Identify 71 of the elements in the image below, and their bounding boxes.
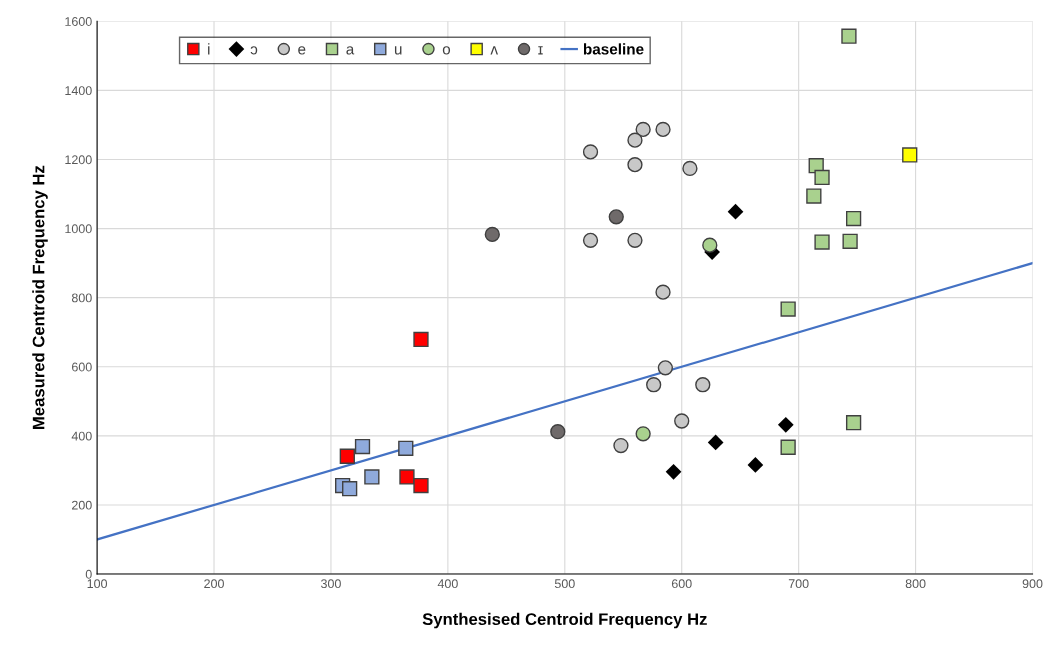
point [655, 284, 671, 300]
point [814, 169, 830, 186]
y-tick-label: 600 [72, 362, 92, 372]
x-tick-label: 800 [905, 579, 926, 589]
point [627, 132, 643, 148]
point [627, 232, 643, 248]
x-tick-label: 500 [554, 579, 575, 589]
point [806, 188, 822, 204]
point [845, 415, 862, 431]
point [842, 233, 858, 249]
point [727, 203, 744, 220]
point [707, 434, 724, 451]
point [608, 209, 624, 225]
point [364, 469, 380, 485]
point [354, 438, 371, 455]
x-tick-label: 600 [671, 579, 692, 589]
legend-label: o [442, 46, 451, 55]
point [646, 377, 662, 393]
y-tick-label: 200 [72, 500, 92, 510]
point [777, 416, 794, 433]
point [613, 437, 629, 454]
point [582, 232, 599, 248]
legend-label: i [208, 43, 210, 55]
point [845, 210, 862, 227]
legend-label: a [346, 46, 355, 55]
point [814, 234, 830, 250]
point [841, 28, 857, 44]
point [582, 144, 599, 160]
y-tick-label: 1400 [65, 86, 92, 96]
legend-label: ɔ [250, 46, 258, 55]
point [665, 463, 682, 480]
point [902, 147, 918, 163]
x-tick-label: 400 [437, 579, 458, 589]
point [702, 237, 718, 253]
legend-label: baseline [583, 43, 644, 55]
y-tick-label: 1000 [65, 224, 92, 234]
point [682, 160, 698, 177]
y-tick-label: 1600 [65, 17, 92, 26]
y-tick-label: 1200 [65, 155, 92, 165]
y-axis-title: Measured Centroid Frequency Hz [32, 165, 48, 429]
point [780, 301, 796, 317]
point [655, 121, 671, 138]
legend-label: ɪ [538, 46, 543, 55]
y-tick-label: 400 [71, 431, 92, 441]
point [484, 226, 500, 243]
x-tick-label: 300 [321, 579, 341, 589]
legend-label: u [394, 46, 402, 55]
point [674, 413, 690, 429]
point [398, 440, 414, 456]
legend-label: e [298, 46, 306, 55]
point [339, 448, 355, 464]
x-tick-label: 900 [1022, 579, 1043, 589]
point [342, 481, 358, 497]
point [635, 121, 651, 138]
legend-label: ʌ [490, 46, 498, 55]
point [550, 424, 566, 440]
point [413, 331, 429, 348]
point [399, 469, 415, 485]
point [657, 360, 674, 376]
y-tick-label: 800 [71, 293, 92, 303]
point [627, 157, 643, 173]
y-tick-label: 0 [85, 569, 92, 579]
point [780, 439, 796, 455]
x-tick-label: 100 [87, 579, 108, 589]
point [747, 457, 764, 473]
x-tick-label: 200 [204, 579, 224, 589]
point [413, 477, 429, 494]
point [695, 377, 711, 393]
x-axis-title: Synthesised Centroid Frequency Hz [422, 612, 707, 629]
x-tick-label: 700 [788, 579, 809, 589]
point [635, 426, 651, 442]
